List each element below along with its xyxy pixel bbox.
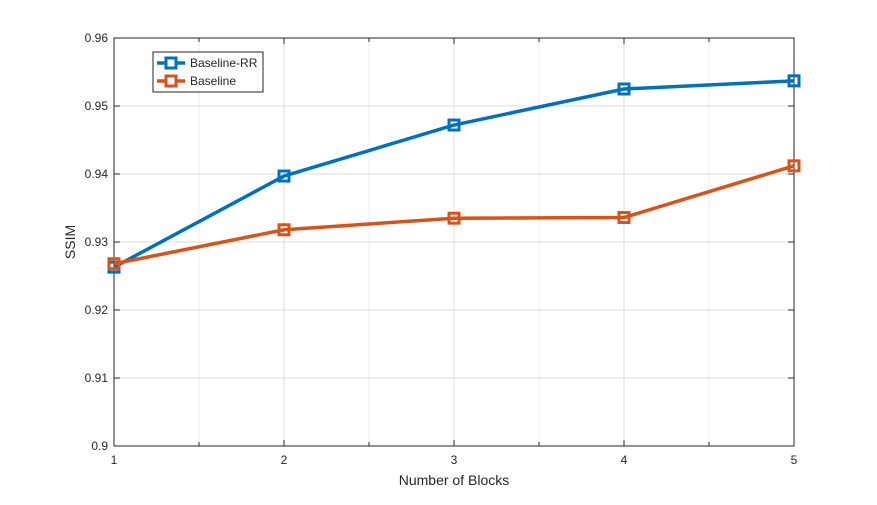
- x-axis-label: Number of Blocks: [399, 472, 509, 488]
- y-tick-label: 0.96: [85, 31, 109, 45]
- data-point: [447, 211, 461, 225]
- data-point: [277, 169, 291, 183]
- data-point: [107, 257, 121, 271]
- series-baseline-rr: [107, 74, 801, 274]
- y-tick-label: 0.93: [85, 235, 109, 249]
- tick-labels: 1 2 3 4 5 0.9 0.91 0.92 0.93 0.94 0.95 0.96: [85, 31, 798, 467]
- x-tick-label: 1: [111, 453, 118, 467]
- x-tick-label: 3: [451, 453, 458, 467]
- y-tick-label: 0.9: [91, 439, 108, 453]
- axes: [113, 37, 795, 447]
- y-axis-label: SSIM: [62, 225, 78, 259]
- data-point: [787, 159, 801, 173]
- series-baseline: [107, 159, 801, 271]
- x-tick-label: 5: [791, 453, 798, 467]
- series-line: [113, 79, 795, 269]
- legend-label: Baseline: [190, 74, 236, 88]
- data-point: [617, 82, 631, 96]
- legend: Baseline-RR Baseline: [152, 51, 264, 93]
- data-point: [787, 74, 801, 88]
- x-tick-label: 4: [621, 453, 628, 467]
- legend-swatch-marker: [164, 74, 178, 88]
- y-tick-label: 0.94: [85, 167, 109, 181]
- legend-item: Baseline: [157, 74, 236, 88]
- data-point: [447, 118, 461, 132]
- legend-swatch-marker: [164, 56, 178, 70]
- y-tick-label: 0.95: [85, 99, 109, 113]
- x-tick-label: 2: [281, 453, 288, 467]
- legend-label: Baseline-RR: [190, 56, 258, 70]
- legend-item: Baseline-RR: [157, 56, 258, 70]
- y-tick-label: 0.91: [85, 371, 109, 385]
- series-group: [107, 74, 801, 274]
- series-line: [113, 164, 795, 266]
- y-tick-label: 0.92: [85, 303, 109, 317]
- data-point: [277, 223, 291, 237]
- data-point: [617, 211, 631, 225]
